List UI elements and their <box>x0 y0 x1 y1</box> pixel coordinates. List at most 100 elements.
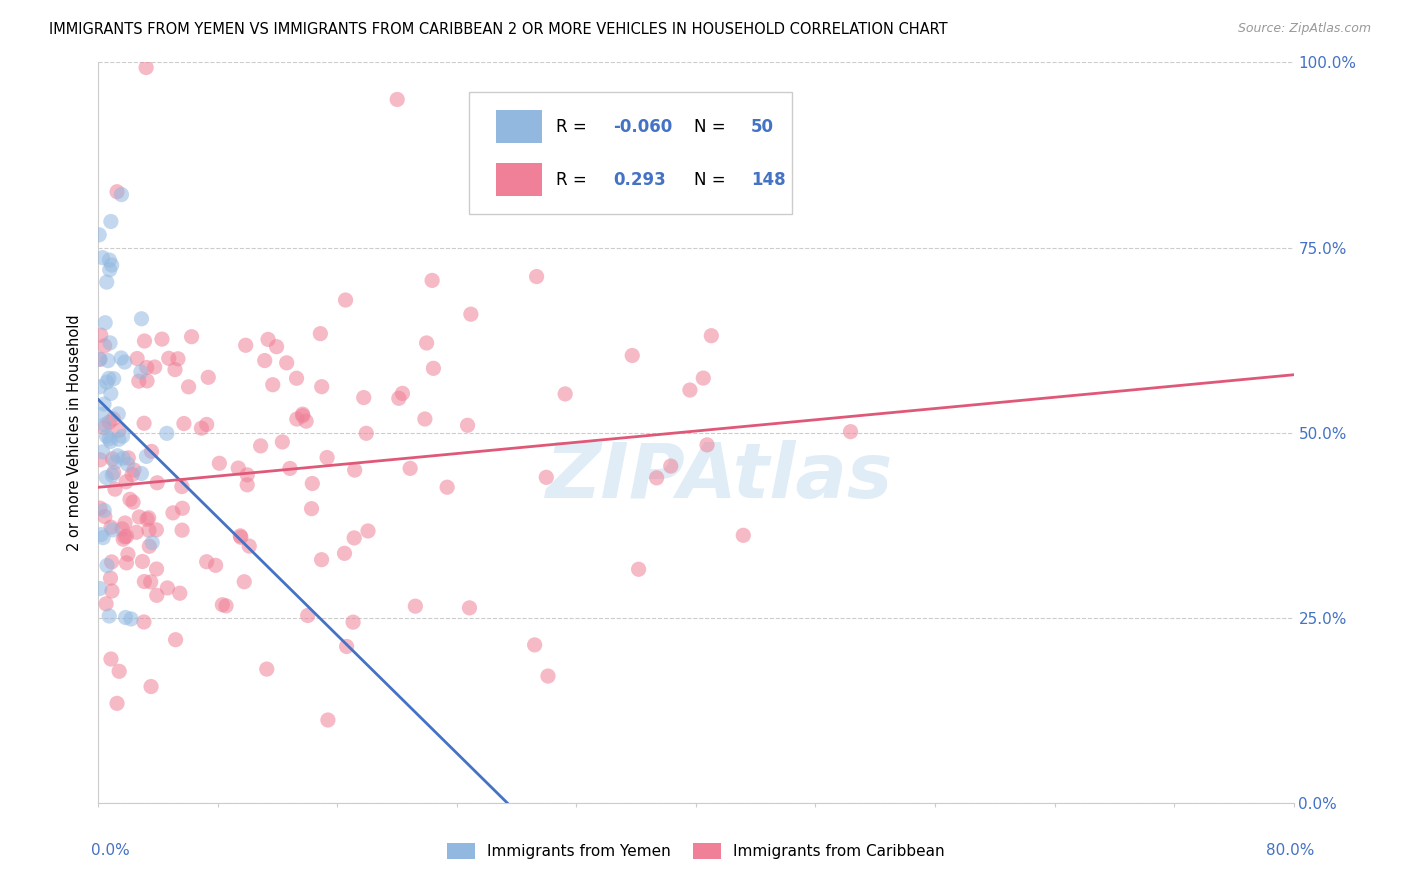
Point <box>233 574 256 589</box>
Text: N =: N = <box>693 170 731 188</box>
Point <box>333 546 356 560</box>
Point <box>89 227 111 242</box>
Point <box>105 185 128 199</box>
Point <box>180 329 202 343</box>
Point <box>117 457 139 471</box>
Point <box>103 466 125 480</box>
Point <box>262 377 284 392</box>
Text: ZIPAtlas: ZIPAtlas <box>546 440 894 514</box>
Point <box>98 253 121 268</box>
Point <box>357 524 380 538</box>
Point <box>169 586 191 600</box>
Point <box>111 522 134 536</box>
Point <box>536 470 558 484</box>
Point <box>157 351 180 366</box>
Point <box>343 531 366 545</box>
Text: Source: ZipAtlas.com: Source: ZipAtlas.com <box>1237 22 1371 36</box>
Point <box>226 461 249 475</box>
Text: 148: 148 <box>751 170 786 188</box>
Point <box>235 338 257 352</box>
Point <box>627 562 650 576</box>
Text: R =: R = <box>557 170 592 188</box>
FancyBboxPatch shape <box>470 92 792 214</box>
Text: -0.060: -0.060 <box>613 118 672 136</box>
Point <box>316 450 339 465</box>
Point <box>100 520 122 534</box>
Point <box>118 492 141 507</box>
Point <box>100 258 122 272</box>
Point <box>93 339 115 353</box>
Point <box>122 463 145 477</box>
Point <box>257 333 280 347</box>
Point <box>120 612 142 626</box>
Point <box>526 269 548 284</box>
Point <box>335 293 357 307</box>
Point <box>249 439 271 453</box>
FancyBboxPatch shape <box>496 110 541 144</box>
Point <box>208 456 231 470</box>
Point <box>98 415 121 429</box>
Point <box>98 609 121 624</box>
Point <box>89 582 111 596</box>
Point <box>700 328 723 343</box>
Point <box>135 61 157 75</box>
Point <box>98 335 121 350</box>
Point <box>135 360 157 375</box>
Point <box>311 380 333 394</box>
Point <box>645 471 668 485</box>
Point <box>271 434 294 449</box>
Point <box>115 475 138 489</box>
Point <box>621 349 644 363</box>
Point <box>236 467 259 482</box>
Point <box>107 424 129 438</box>
Point <box>229 529 252 543</box>
Point <box>422 361 444 376</box>
Point <box>167 351 190 366</box>
Point <box>165 632 187 647</box>
Point <box>170 479 193 493</box>
Point <box>342 615 364 629</box>
Point <box>195 417 218 432</box>
Point <box>170 523 193 537</box>
Point <box>90 328 112 343</box>
Point <box>436 480 458 494</box>
Point <box>117 547 139 561</box>
Point <box>107 407 129 421</box>
Point <box>215 599 238 613</box>
Point <box>141 444 163 458</box>
Point <box>108 665 131 679</box>
Point <box>460 307 482 321</box>
Point <box>385 92 409 106</box>
Point <box>135 450 157 464</box>
Point <box>309 326 332 341</box>
Point <box>679 383 702 397</box>
Point <box>98 432 121 446</box>
Point <box>173 417 195 431</box>
Point <box>91 445 114 459</box>
Point <box>110 187 132 202</box>
Point <box>839 425 862 439</box>
Point <box>136 512 159 526</box>
Point <box>91 531 114 545</box>
Point <box>204 558 226 573</box>
Point <box>93 417 115 432</box>
Point <box>100 571 122 585</box>
Point <box>236 478 259 492</box>
Point <box>659 459 682 474</box>
Point <box>253 353 276 368</box>
Point <box>139 680 162 694</box>
Point <box>696 438 718 452</box>
Point <box>103 372 125 386</box>
Point <box>91 251 114 265</box>
Point <box>89 380 111 394</box>
Point <box>103 412 125 426</box>
Point <box>143 359 166 374</box>
Point <box>132 615 155 629</box>
Point <box>89 352 111 367</box>
Point <box>111 429 134 443</box>
Point <box>104 455 127 469</box>
Point <box>733 528 755 542</box>
Point <box>96 470 118 484</box>
Point <box>285 371 308 385</box>
Point <box>266 340 288 354</box>
